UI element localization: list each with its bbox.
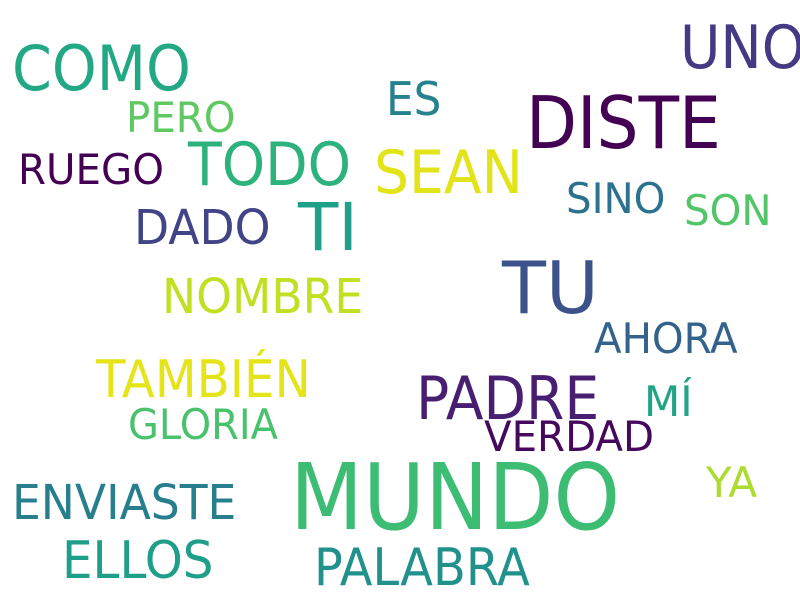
word-sean: SEAN — [374, 138, 523, 208]
word-nombre: NOMBRE — [162, 269, 364, 325]
word-diste: DISTE — [526, 81, 721, 165]
word-gloria: GLORIA — [128, 400, 278, 449]
word-tu: TU — [502, 246, 599, 330]
word-son: SON — [684, 186, 772, 235]
word-ruego: RUEGO — [18, 145, 164, 194]
word-ahora: AHORA — [594, 314, 738, 363]
word-palabra: PALABRA — [314, 538, 530, 598]
word-pero: PERO — [126, 93, 236, 142]
word-padre: PADRE — [416, 364, 600, 434]
word-todo: TODO — [188, 130, 352, 200]
word-ya: YA — [706, 458, 758, 507]
word-tambien: TAMBIÉN — [96, 350, 311, 410]
word-mundo: MUNDO — [290, 444, 621, 551]
word-uno: UNO — [680, 13, 800, 83]
word-sino: SINO — [566, 174, 666, 223]
word-dado: DADO — [134, 200, 271, 256]
word-es: ES — [386, 72, 442, 126]
word-ti: TI — [298, 189, 358, 266]
word-como: COMO — [12, 32, 191, 105]
word-verdad: VERDAD — [484, 412, 655, 461]
word-enviaste: ENVIASTE — [12, 475, 237, 531]
word-ellos: ELLOS — [62, 531, 214, 591]
word-mi: MÍ — [644, 377, 693, 426]
